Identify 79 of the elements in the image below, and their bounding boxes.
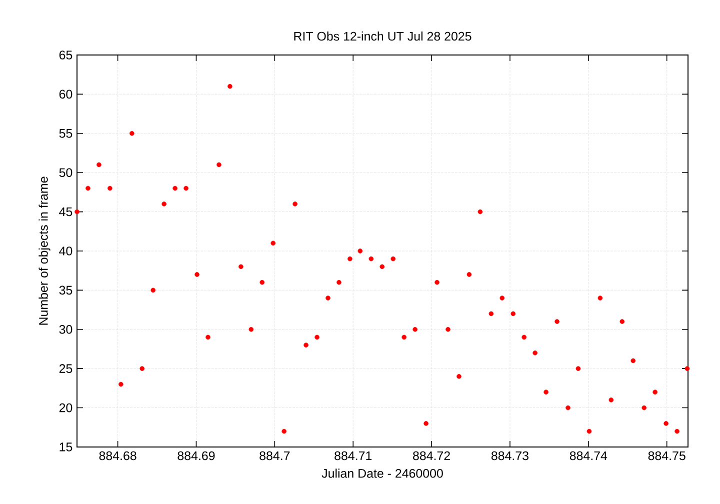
point <box>544 390 548 395</box>
point <box>140 366 145 371</box>
y-tick-label: 45 <box>59 207 72 216</box>
point <box>162 202 166 206</box>
x-tick-label: 884.73 <box>491 451 528 460</box>
point <box>282 428 286 434</box>
point <box>630 358 636 364</box>
y-tick-label: 20 <box>59 403 72 412</box>
point <box>380 264 385 270</box>
x-tick-label: 884.75 <box>648 451 686 460</box>
point <box>292 202 298 206</box>
point <box>576 366 581 371</box>
point <box>130 130 134 136</box>
point <box>150 288 156 293</box>
point <box>566 405 570 410</box>
y-tick-label: 15 <box>60 442 72 452</box>
y-tick-label: 40 <box>59 246 72 256</box>
point <box>358 248 363 254</box>
point <box>478 209 483 214</box>
point <box>402 334 406 340</box>
point <box>96 162 102 168</box>
point <box>248 326 254 332</box>
point <box>456 374 462 379</box>
point <box>118 382 124 387</box>
point <box>238 264 244 270</box>
point <box>500 296 505 300</box>
y-tick-label: 55 <box>59 129 72 138</box>
point <box>434 280 440 285</box>
point <box>554 319 560 324</box>
point <box>172 186 178 191</box>
point <box>424 421 428 426</box>
point <box>412 326 418 332</box>
x-tick-label: 884.71 <box>334 451 372 460</box>
point <box>652 390 658 395</box>
x-tick-label: 884.72 <box>413 451 450 460</box>
y-tick-label: 25 <box>59 364 72 373</box>
point <box>304 342 308 348</box>
point <box>194 272 200 277</box>
point <box>348 256 352 262</box>
point <box>86 186 90 191</box>
point <box>228 84 232 89</box>
point <box>390 256 396 262</box>
point <box>586 428 592 434</box>
x-tick-label: 884.7 <box>260 451 290 460</box>
point <box>620 319 625 324</box>
point <box>674 428 680 434</box>
point <box>74 209 80 214</box>
x-tick-label: 884.69 <box>178 451 215 460</box>
point <box>598 296 603 300</box>
point <box>206 334 210 340</box>
point <box>510 311 516 316</box>
y-tick-label: 30 <box>59 324 72 334</box>
point <box>368 256 374 262</box>
y-tick-label: 65 <box>59 50 72 60</box>
point <box>684 366 690 371</box>
point <box>608 398 614 402</box>
point <box>314 334 320 340</box>
y-tick-label: 60 <box>59 90 72 99</box>
point <box>270 240 276 246</box>
point <box>108 186 112 191</box>
point <box>642 405 646 410</box>
point <box>532 350 538 356</box>
point <box>466 272 472 277</box>
x-axis-title: Julian Date - 2460000 <box>322 468 443 478</box>
y-tick-label: 50 <box>59 168 72 177</box>
point <box>216 162 222 168</box>
point <box>522 334 526 340</box>
x-tick-label: 884.74 <box>570 451 608 460</box>
chart-title: RIT Obs 12-inch UT Jul 28 2025 <box>294 32 472 41</box>
point <box>446 326 450 332</box>
point <box>260 280 265 285</box>
point <box>664 421 668 426</box>
point <box>184 186 188 191</box>
y-axis-title: Number of objects in frame <box>38 176 50 325</box>
x-tick-label: 884.68 <box>99 451 136 460</box>
y-tick-label: 35 <box>59 286 72 295</box>
point <box>488 311 494 316</box>
point <box>326 296 330 300</box>
point <box>336 280 342 285</box>
